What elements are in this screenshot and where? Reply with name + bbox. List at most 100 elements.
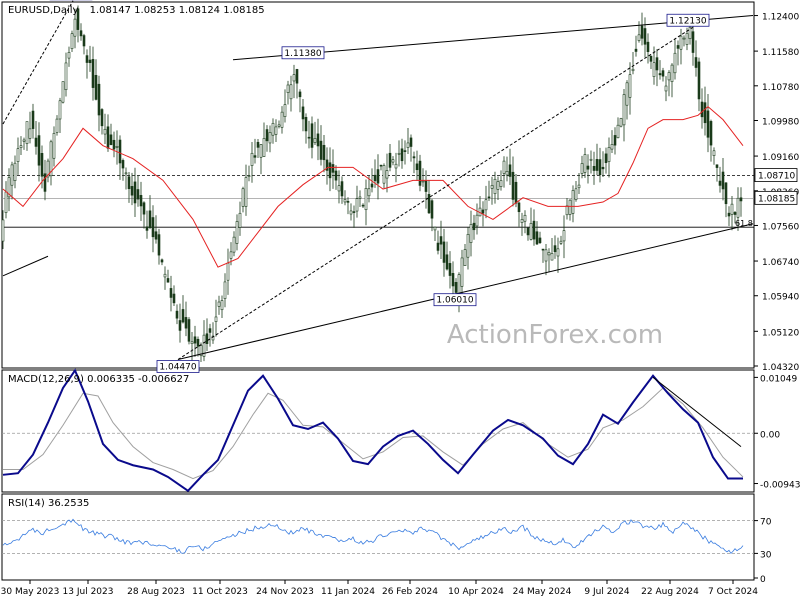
candle-body	[196, 338, 200, 347]
candle-body	[646, 41, 650, 52]
candle-body	[586, 165, 590, 170]
candle-body	[286, 84, 290, 93]
candle-body	[175, 310, 179, 319]
rsi-y-tick-label: 70	[760, 518, 772, 528]
candle-body	[391, 159, 395, 163]
candle-body	[172, 293, 176, 304]
price-y-tick-label: 1.04320	[762, 363, 799, 373]
candle-body	[88, 59, 92, 64]
candle-body	[1, 219, 5, 242]
candle-body	[652, 62, 656, 77]
candle-body	[733, 212, 737, 215]
candle-body	[169, 288, 173, 298]
candle-body	[271, 122, 275, 136]
candle-body	[64, 62, 68, 91]
candle-body	[73, 18, 77, 37]
trendline	[177, 223, 754, 360]
candle-body	[727, 212, 731, 217]
candle-body	[370, 183, 374, 188]
candle-body	[187, 319, 191, 342]
candle-body	[541, 248, 545, 251]
price-annotation-label: 1.12130	[669, 16, 706, 26]
candle-body	[595, 159, 599, 171]
candle-body	[508, 164, 512, 177]
candle-body	[106, 126, 110, 149]
candle-body	[583, 154, 587, 173]
price-y-tick-label: 1.05940	[762, 293, 799, 303]
price-annotation-box	[433, 293, 477, 307]
candle-body	[460, 257, 464, 287]
candle-body	[475, 214, 479, 227]
chart-title: EURUSD,Daily	[8, 5, 79, 16]
candle-body	[430, 200, 434, 219]
candle-body	[241, 188, 245, 207]
candle-body	[481, 209, 485, 214]
trendline	[2, 255, 49, 277]
candle-body	[394, 163, 398, 169]
candle-body	[706, 110, 710, 138]
candle-body	[250, 152, 254, 166]
candle-body	[487, 196, 491, 199]
candle-body	[382, 165, 386, 184]
trendline	[2, 0, 74, 125]
candle-body	[16, 148, 20, 162]
candle-body	[331, 164, 335, 173]
fib-label: 61.8	[735, 219, 753, 228]
rsi-panel	[1, 493, 755, 581]
candle-body	[193, 336, 197, 344]
candle-body	[364, 188, 368, 211]
candle-body	[388, 152, 392, 168]
candle-body	[562, 230, 566, 242]
candle-body	[229, 251, 233, 259]
candle-body	[421, 180, 425, 183]
candle-body	[232, 236, 236, 253]
candle-body	[220, 300, 224, 311]
candle-body	[403, 150, 407, 152]
candle-body	[157, 234, 161, 256]
candle-body	[718, 180, 722, 186]
candle-body	[79, 30, 83, 37]
candle-body	[490, 185, 494, 189]
candle-body	[274, 126, 278, 135]
candle-body	[601, 166, 605, 170]
candle-body	[91, 59, 95, 88]
candle-body	[643, 28, 647, 45]
candle-body	[466, 234, 470, 258]
candle-body	[301, 106, 305, 120]
candle-body	[244, 177, 248, 207]
candle-body	[484, 199, 488, 211]
candle-body	[676, 45, 680, 49]
candle-body	[259, 144, 263, 158]
candle-body	[358, 196, 362, 199]
candle-body	[190, 341, 194, 344]
candle-body	[439, 236, 443, 245]
candle-body	[208, 328, 212, 333]
candle-body	[400, 148, 404, 162]
candle-body	[340, 181, 344, 197]
candle-body	[424, 180, 428, 192]
x-tick-label: 22 Aug 2024	[641, 587, 699, 597]
candle-body	[604, 153, 608, 164]
candle-body	[310, 123, 314, 148]
candle-body	[205, 333, 209, 344]
candle-body	[649, 55, 653, 62]
candle-body	[109, 134, 113, 145]
candle-body	[337, 185, 341, 192]
candle-body	[730, 203, 734, 215]
candle-body	[334, 170, 338, 181]
candle-body	[304, 116, 308, 132]
candle-body	[418, 160, 422, 186]
candle-body	[655, 57, 659, 71]
candle-body	[553, 245, 557, 253]
candle-body	[355, 198, 359, 212]
candle-body	[514, 181, 518, 204]
candle-body	[496, 181, 500, 190]
candle-body	[145, 226, 149, 231]
candle-body	[142, 202, 146, 215]
candle-body	[322, 144, 326, 161]
price-annotation-label: 1.11380	[284, 49, 321, 59]
candle-body	[415, 163, 419, 171]
candle-body	[127, 176, 131, 190]
candle-body	[313, 138, 317, 143]
candle-body	[247, 175, 251, 178]
